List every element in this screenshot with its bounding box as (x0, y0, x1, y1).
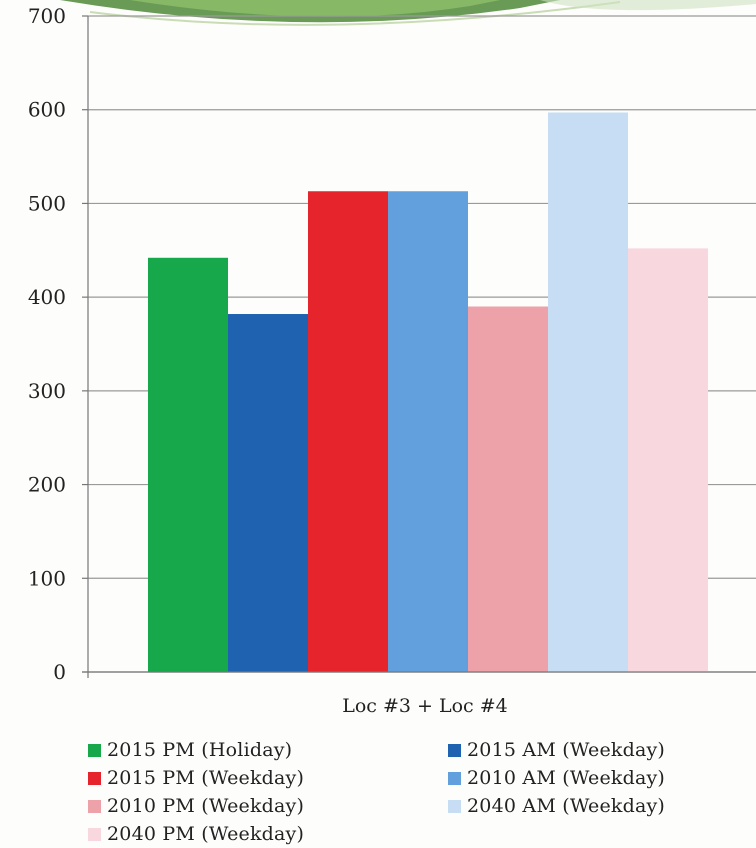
legend-swatch (88, 743, 101, 757)
y-tick-label: 600 (28, 98, 66, 122)
legend-label: 2040 AM (Weekday) (467, 795, 666, 817)
y-tick-label: 200 (28, 473, 66, 497)
y-tick-label: 100 (28, 566, 66, 590)
legend-item: 2015 PM (Weekday) (88, 764, 448, 792)
bar (628, 248, 708, 672)
legend-item: 2015 AM (Weekday) (448, 736, 748, 764)
bars (148, 112, 708, 673)
y-tick-label: 400 (28, 285, 66, 309)
legend-item: 2010 AM (Weekday) (448, 764, 748, 792)
bar (148, 257, 228, 672)
bar-chart: 0 100 200 300 400 500 600 700 Loc #3 + Loc #4 (28, 4, 756, 717)
header-decoration (60, 0, 756, 26)
legend-item: 2010 PM (Weekday) (88, 792, 448, 820)
bar (308, 191, 388, 672)
legend-swatch (88, 827, 101, 841)
legend-label: 2015 AM (Weekday) (467, 739, 666, 761)
legend-label: 2015 PM (Weekday) (107, 767, 305, 789)
y-axis: 0 100 200 300 400 500 600 700 (28, 4, 89, 684)
legend-item: 2040 AM (Weekday) (448, 792, 748, 820)
legend-swatch (448, 743, 461, 757)
legend-label: 2010 PM (Weekday) (107, 795, 305, 817)
legend-swatch (88, 799, 101, 813)
legend: 2015 PM (Holiday) 2015 AM (Weekday) 2015… (88, 736, 756, 848)
bar (228, 314, 308, 672)
legend-item: 2040 PM (Weekday) (88, 820, 448, 848)
legend-swatch (88, 771, 101, 785)
legend-label: 2010 AM (Weekday) (467, 767, 666, 789)
y-tick-label: 0 (53, 660, 66, 684)
legend-swatch (448, 799, 461, 813)
bar (468, 306, 548, 672)
legend-swatch (448, 771, 461, 785)
y-tick-label: 700 (28, 4, 66, 28)
x-axis: Loc #3 + Loc #4 (82, 671, 756, 717)
category-label: Loc #3 + Loc #4 (342, 695, 508, 717)
bar (548, 112, 628, 673)
y-tick-label: 500 (28, 191, 66, 215)
legend-label: 2015 PM (Holiday) (107, 739, 293, 761)
legend-label: 2040 PM (Weekday) (107, 823, 305, 845)
bar (388, 191, 468, 672)
y-tick-label: 300 (28, 379, 66, 403)
legend-item: 2015 PM (Holiday) (88, 736, 448, 764)
